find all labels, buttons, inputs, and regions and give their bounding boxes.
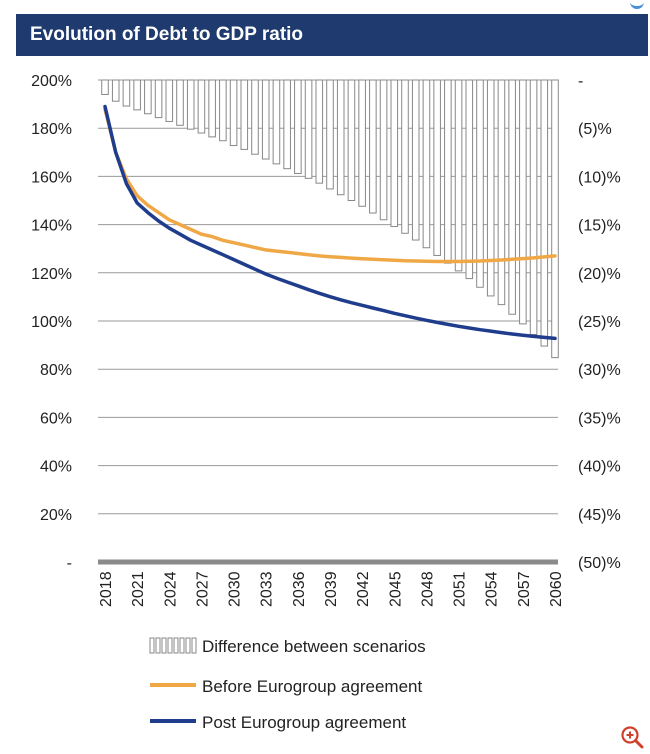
- x-tick-label: 2033: [259, 571, 276, 607]
- x-tick-label: 2042: [355, 571, 372, 607]
- legend-label: Post Eurogroup agreement: [202, 713, 406, 732]
- difference-bar: [283, 79, 291, 170]
- x-tick-label: 2051: [452, 571, 469, 607]
- left-tick-label: -: [67, 555, 72, 572]
- legend-label: Before Eurogroup agreement: [202, 677, 422, 696]
- difference-bars: [101, 79, 559, 359]
- before-eurogroup-agreement-line: [103, 107, 557, 264]
- difference-bar: [433, 79, 441, 256]
- difference-bar: [154, 79, 163, 119]
- series-lines: [103, 104, 557, 341]
- right-tick-label: (35)%: [578, 410, 621, 427]
- left-tick-label: 160%: [31, 169, 72, 186]
- left-tick-label: 200%: [31, 73, 72, 90]
- difference-bar: [197, 79, 206, 134]
- difference-bar: [540, 79, 549, 347]
- difference-bar: [347, 79, 356, 201]
- left-tick-label: 20%: [40, 507, 72, 524]
- right-tick-label: (50)%: [578, 555, 621, 572]
- right-tick-label: (25)%: [578, 314, 621, 331]
- difference-bar: [208, 79, 216, 138]
- legend-swatch-bars: [149, 637, 197, 654]
- x-tick-label: 2054: [484, 571, 501, 607]
- left-tick-label: 100%: [31, 314, 72, 331]
- difference-bar: [101, 79, 109, 95]
- difference-bar: [272, 79, 281, 165]
- chart-title: Evolution of Debt to GDP ratio: [16, 14, 648, 56]
- difference-bar: [176, 79, 184, 126]
- difference-bar: [486, 79, 495, 297]
- difference-bar: [219, 79, 227, 142]
- left-tick-label: 60%: [40, 410, 72, 427]
- right-tick-label: (45)%: [578, 507, 621, 524]
- difference-bar: [315, 79, 324, 184]
- difference-bar: [519, 79, 527, 325]
- right-tick-label: (5)%: [578, 121, 612, 138]
- x-axis-ticks: 2018 2021 2024 2027 2030 2033 2036 2039 2042 2045…: [98, 571, 565, 607]
- left-tick-label: 120%: [31, 266, 72, 283]
- left-tick-label: 140%: [31, 218, 72, 235]
- difference-bar: [551, 79, 559, 359]
- x-tick-label: 2027: [194, 571, 211, 607]
- difference-bar: [336, 79, 345, 196]
- right-tick-label: (20)%: [578, 266, 621, 283]
- difference-bar: [390, 79, 399, 228]
- difference-bar: [240, 79, 249, 150]
- right-tick-label: -: [578, 73, 583, 90]
- right-tick-label: (40)%: [578, 459, 621, 476]
- difference-bar: [508, 79, 516, 315]
- difference-bar: [326, 79, 334, 190]
- x-tick-label: 2036: [291, 571, 308, 607]
- difference-bar: [369, 79, 377, 214]
- right-axis-ticks: (50)% (45)% (40)% (35)% (30)% (25)% (20)% (15)%…: [578, 73, 621, 572]
- difference-bar: [165, 79, 174, 122]
- legend: Difference between scenarios Before Eurog…: [149, 637, 426, 732]
- left-axis-ticks: - 20% 40% 60% 80% 100% 120% 140% 160% 180% 200%: [31, 73, 72, 572]
- difference-bar: [294, 79, 302, 175]
- left-tick-label: 80%: [40, 362, 72, 379]
- difference-bar: [529, 79, 538, 335]
- x-tick-label: 2048: [419, 571, 436, 607]
- difference-bar: [454, 79, 463, 272]
- x-tick-label: 2030: [227, 571, 244, 607]
- right-tick-label: (15)%: [578, 218, 621, 235]
- difference-bar: [476, 79, 484, 288]
- x-tick-label: 2024: [162, 571, 179, 607]
- difference-bar: [186, 79, 195, 130]
- difference-bar: [497, 79, 506, 306]
- difference-bar: [401, 79, 409, 234]
- x-tick-label: 2039: [323, 571, 340, 607]
- difference-bar: [422, 79, 431, 249]
- difference-bar: [133, 79, 141, 111]
- right-tick-label: (10)%: [578, 169, 621, 186]
- legend-label: Difference between scenarios: [202, 637, 426, 656]
- difference-bar: [261, 79, 270, 160]
- difference-bar: [251, 79, 259, 155]
- post-eurogroup-agreement-line: [103, 104, 557, 341]
- difference-bar: [229, 79, 238, 147]
- x-tick-label: 2021: [130, 571, 147, 607]
- x-tick-label: 2057: [516, 571, 533, 607]
- difference-bar: [379, 79, 388, 221]
- difference-bar: [411, 79, 420, 241]
- difference-bar: [444, 79, 452, 264]
- difference-bar: [144, 79, 152, 115]
- x-tick-label: 2060: [548, 571, 565, 607]
- x-tick-label: 2018: [98, 571, 115, 607]
- right-tick-label: (30)%: [578, 362, 621, 379]
- zoom-in-icon[interactable]: [619, 724, 645, 750]
- difference-bar: [358, 79, 366, 207]
- difference-bar: [111, 79, 120, 102]
- x-tick-label: 2045: [387, 571, 404, 607]
- left-tick-label: 180%: [31, 121, 72, 138]
- corner-decoration: [630, 0, 644, 9]
- difference-bar: [122, 79, 131, 107]
- difference-bar: [465, 79, 474, 280]
- difference-bar: [304, 79, 313, 179]
- left-tick-label: 40%: [40, 459, 72, 476]
